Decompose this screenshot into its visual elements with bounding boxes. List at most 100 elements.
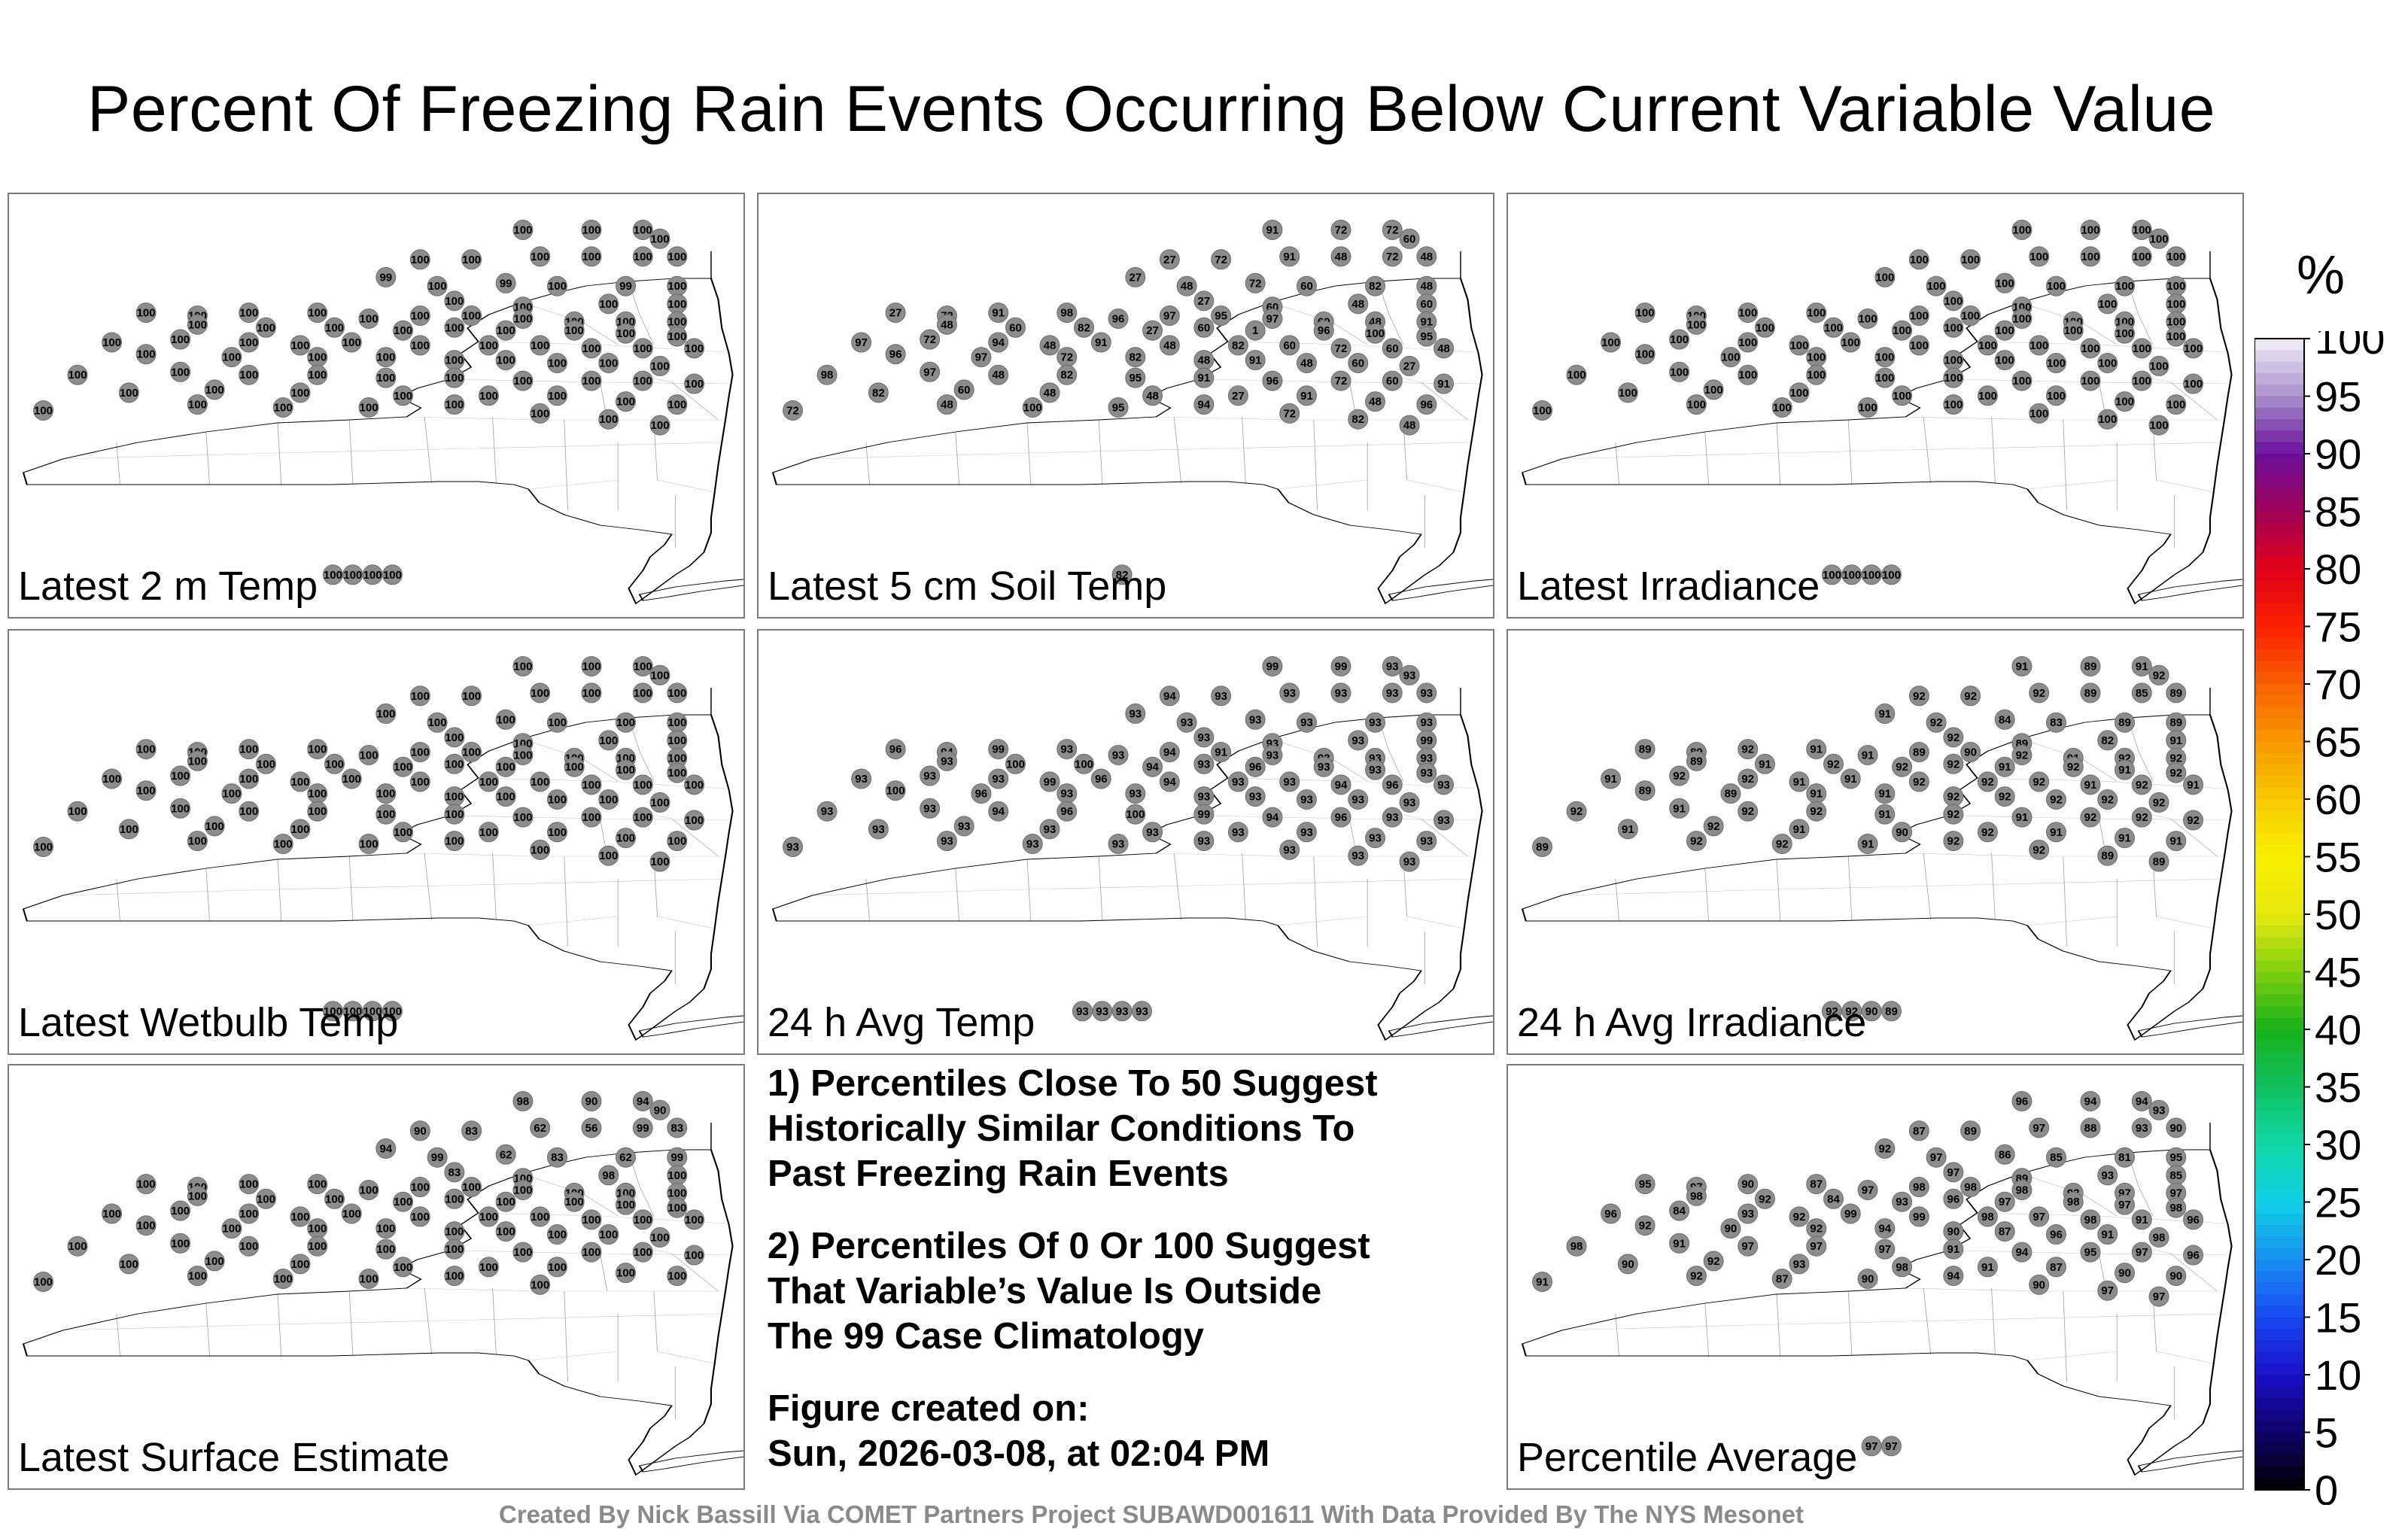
station-marker: 97 [1994,1191,2015,1212]
station-marker: 100 [444,727,465,748]
station-marker: 100 [375,367,397,388]
station-value: 62 [534,1122,546,1135]
station-dot [2029,1274,2050,1295]
station-marker: 100 [2080,338,2101,359]
station-marker: 100 [239,332,260,353]
station-marker: 92 [2029,839,2050,860]
station-dot [953,379,974,400]
colorbar-segment [2254,880,2304,892]
station-dot [632,1090,653,1111]
station-marker: 100 [2045,385,2066,406]
station-marker: 60 [1382,338,1403,359]
station-marker: 100 [393,1257,414,1278]
station-value: 97 [1885,1440,1898,1453]
station-dot [1532,1271,1553,1292]
station-marker: 92 [1686,1266,1707,1287]
station-dot [1416,762,1437,783]
station-dot [102,1203,123,1224]
station-dot [546,1257,567,1278]
station-dot [1365,275,1386,296]
station-dot [1142,320,1163,341]
station-marker: 94 [988,801,1009,822]
station-dot [1022,834,1043,855]
station-value: 100 [531,1211,549,1223]
station-dot [920,798,941,819]
station-value: 100 [205,820,224,833]
station-marker: 100 [67,801,88,822]
station-marker: 91 [1532,1271,1553,1292]
station-marker: 100 [1960,305,1981,327]
station-marker: 93 [2131,1117,2152,1138]
station-dot [988,332,1009,353]
station-value: 95 [1639,1178,1652,1191]
station-marker: 92 [1738,801,1759,822]
station-marker: 100 [667,1165,688,1186]
station-marker: 90 [2166,1117,2187,1138]
station-marker: 83 [546,1147,567,1168]
station-value: 100 [257,758,275,771]
station-value: 97 [1266,312,1279,325]
station-value: 100 [651,796,670,809]
station-marker: 100 [272,1269,293,1290]
station-marker: 100 [1789,335,1810,356]
station-value: 100 [616,396,635,409]
station-marker: 100 [362,564,383,585]
station-marker: 100 [375,1218,397,1239]
station-marker: 89 [1908,742,1929,763]
station-marker: 100 [1738,302,1759,324]
station-marker: 100 [684,1245,705,1266]
station-marker: 93 [2148,1099,2169,1120]
station-dot [1977,1257,1998,1278]
station-value: 91 [1283,251,1296,263]
station-marker: 94 [1159,771,1180,792]
station-dot [1399,792,1420,813]
station-dot [1994,756,2015,777]
station-marker: 100 [2097,353,2118,374]
station-marker: 100 [616,759,637,780]
station-dot [221,1218,242,1239]
station-value: 100 [308,369,327,381]
station-value: 92 [1741,773,1754,786]
colorbar-tick-label: 75 [2315,603,2361,651]
station-marker: 91 [1434,373,1455,394]
station-value: 100 [1738,307,1757,320]
station-dot [2045,789,2066,810]
station-value: 48 [1163,339,1176,352]
station-value: 91 [1844,773,1857,786]
station-dot [988,768,1009,789]
station-marker: 92 [2148,664,2169,685]
station-marker: 72 [1382,219,1403,240]
colorbar-segment [2254,591,2304,604]
station-value: 97 [2153,1290,2166,1303]
station-marker: 100 [307,364,328,385]
station-marker: 100 [307,347,328,368]
station-marker: 100 [187,314,208,335]
station-dot [1634,1174,1655,1195]
station-value: 90 [1865,1005,1878,1018]
station-value: 100 [651,233,670,245]
station-dot [1193,290,1215,312]
station-marker: 72 [1330,338,1351,359]
station-dot [1245,272,1266,293]
station-value: 100 [462,254,481,266]
colorbar-segment [2254,1156,2304,1169]
station-value: 92 [1930,716,1943,729]
station-dot [1159,335,1180,356]
station-value: 48 [941,399,953,412]
station-dot [885,344,906,365]
station-dot [2166,682,2187,704]
station-value: 100 [274,1273,293,1286]
station-value: 100 [685,814,704,827]
station-value: 92 [1639,1220,1652,1233]
station-dot [1908,771,1929,792]
colorbar-segment [2254,1087,2304,1099]
station-value: 87 [1913,1125,1926,1138]
station-dot [478,771,499,792]
station-dot [1416,831,1437,852]
station-marker: 97 [1861,1436,1882,1457]
station-value: 91 [1437,378,1450,391]
station-marker: 89 [1634,780,1655,801]
